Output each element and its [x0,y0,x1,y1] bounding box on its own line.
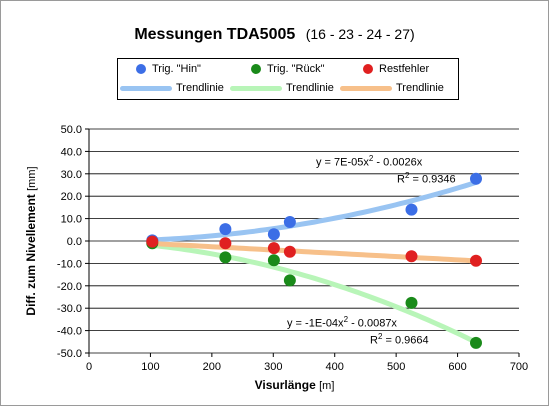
trend-r2-rueck-value: = 0.9664 [385,334,429,347]
data-point-series-1 [219,251,232,264]
data-point-series-2 [470,254,482,267]
chart-title-row: Messungen TDA5005 (16 - 23 - 24 - 27) [0,26,549,44]
y-tick-label: -10.0 [57,258,82,270]
x-tick-label: 400 [326,361,344,373]
y-axis-label-text: Diff. zum Nivellement [24,194,38,316]
data-point-series-1 [405,296,418,309]
trend-equation-hin: y = 7E-05x2 - 0.0026x [316,154,423,169]
legend-marker-rueck [251,64,261,74]
legend-item-hin: Trig. "Hin" [136,63,201,75]
y-axis-label: Diff. zum Nivellement [mm] [24,166,38,315]
legend-line-trend-rueck [230,85,282,91]
y-tick-label: -20.0 [57,281,82,293]
data-point-series-2 [219,237,232,250]
legend-item-trend-hin: Trendlinie [120,82,224,94]
data-point-series-0 [283,215,296,228]
y-tick-label: 10.0 [61,214,82,226]
legend-label-rueck: Trig. "Rück" [267,63,325,75]
y-tick-label: 20.0 [61,191,82,203]
trend-equation-rueck-head: y = -1E-04x [287,317,344,330]
x-tick-label: 300 [264,361,282,373]
trendline-2 [149,241,479,264]
data-point-series-0 [470,172,482,185]
legend-label-hin: Trig. "Hin" [152,63,201,75]
x-axis-label-text: Visurlänge [254,378,316,392]
trend-equation-rueck-tail: - 0.0087x [348,317,397,330]
data-point-series-2 [146,235,159,248]
legend-label-trend-rueck: Trendlinie [286,82,334,94]
legend-label-trend-restfehler: Trendlinie [396,82,444,94]
trend-equation-hin-head: y = 7E-05x [316,156,369,169]
legend-line-trend-hin [120,85,172,91]
legend-marker-restfehler [363,64,373,74]
trend-equation-hin-tail: - 0.0026x [373,156,423,169]
chart-subtitle: (16 - 23 - 24 - 27) [305,26,415,42]
trendline-1 [149,242,479,345]
legend: Trig. "Hin" Trig. "Rück" Restfehler Tren… [117,58,459,100]
legend-item-trend-rueck: Trendlinie [230,82,334,94]
x-tick-label: 500 [387,361,405,373]
x-tick-label: 600 [448,361,466,373]
legend-item-restfehler: Restfehler [363,63,429,75]
trend-r2-hin-value: = 0.9346 [412,173,456,186]
x-tick-label: 100 [141,361,159,373]
data-point-series-1 [470,336,482,349]
data-point-series-2 [405,250,418,263]
trend-r2-rueck: R2 = 0.9664 [370,332,429,347]
data-point-series-1 [283,274,296,287]
trend-r2-hin: R2 = 0.9346 [397,171,456,186]
x-axis-label: Visurlänge [m] [0,378,549,392]
x-tick-label: 700 [510,361,528,373]
y-tick-label: -50.0 [57,348,82,360]
y-tick-label: -30.0 [57,303,82,315]
legend-line-trend-restfehler [340,85,392,91]
trendline-0 [149,179,479,243]
data-point-series-0 [267,228,280,241]
data-point-series-0 [219,223,232,236]
legend-item-rueck: Trig. "Rück" [251,63,325,75]
y-axis-label-unit: [mm] [26,166,38,191]
y-tick-label: 0.0 [67,236,82,248]
legend-item-trend-restfehler: Trendlinie [340,82,444,94]
data-point-series-0 [405,203,418,216]
y-tick-label: 40.0 [61,146,82,158]
y-tick-label: 50.0 [61,124,82,136]
y-tick-label: -40.0 [57,326,82,338]
legend-label-trend-hin: Trendlinie [176,82,224,94]
x-tick-label: 200 [203,361,221,373]
trend-equation-rueck: y = -1E-04x2 - 0.0087x [287,315,397,330]
data-point-series-2 [267,242,280,255]
chart-title: Messungen TDA5005 [134,26,296,43]
data-point-series-2 [283,245,296,258]
y-tick-label: 30.0 [61,169,82,181]
data-point-series-1 [267,254,280,267]
legend-label-restfehler: Restfehler [379,63,430,75]
x-tick-label: 0 [86,361,92,373]
x-axis-label-unit: [m] [319,380,335,392]
legend-marker-hin [136,64,146,74]
